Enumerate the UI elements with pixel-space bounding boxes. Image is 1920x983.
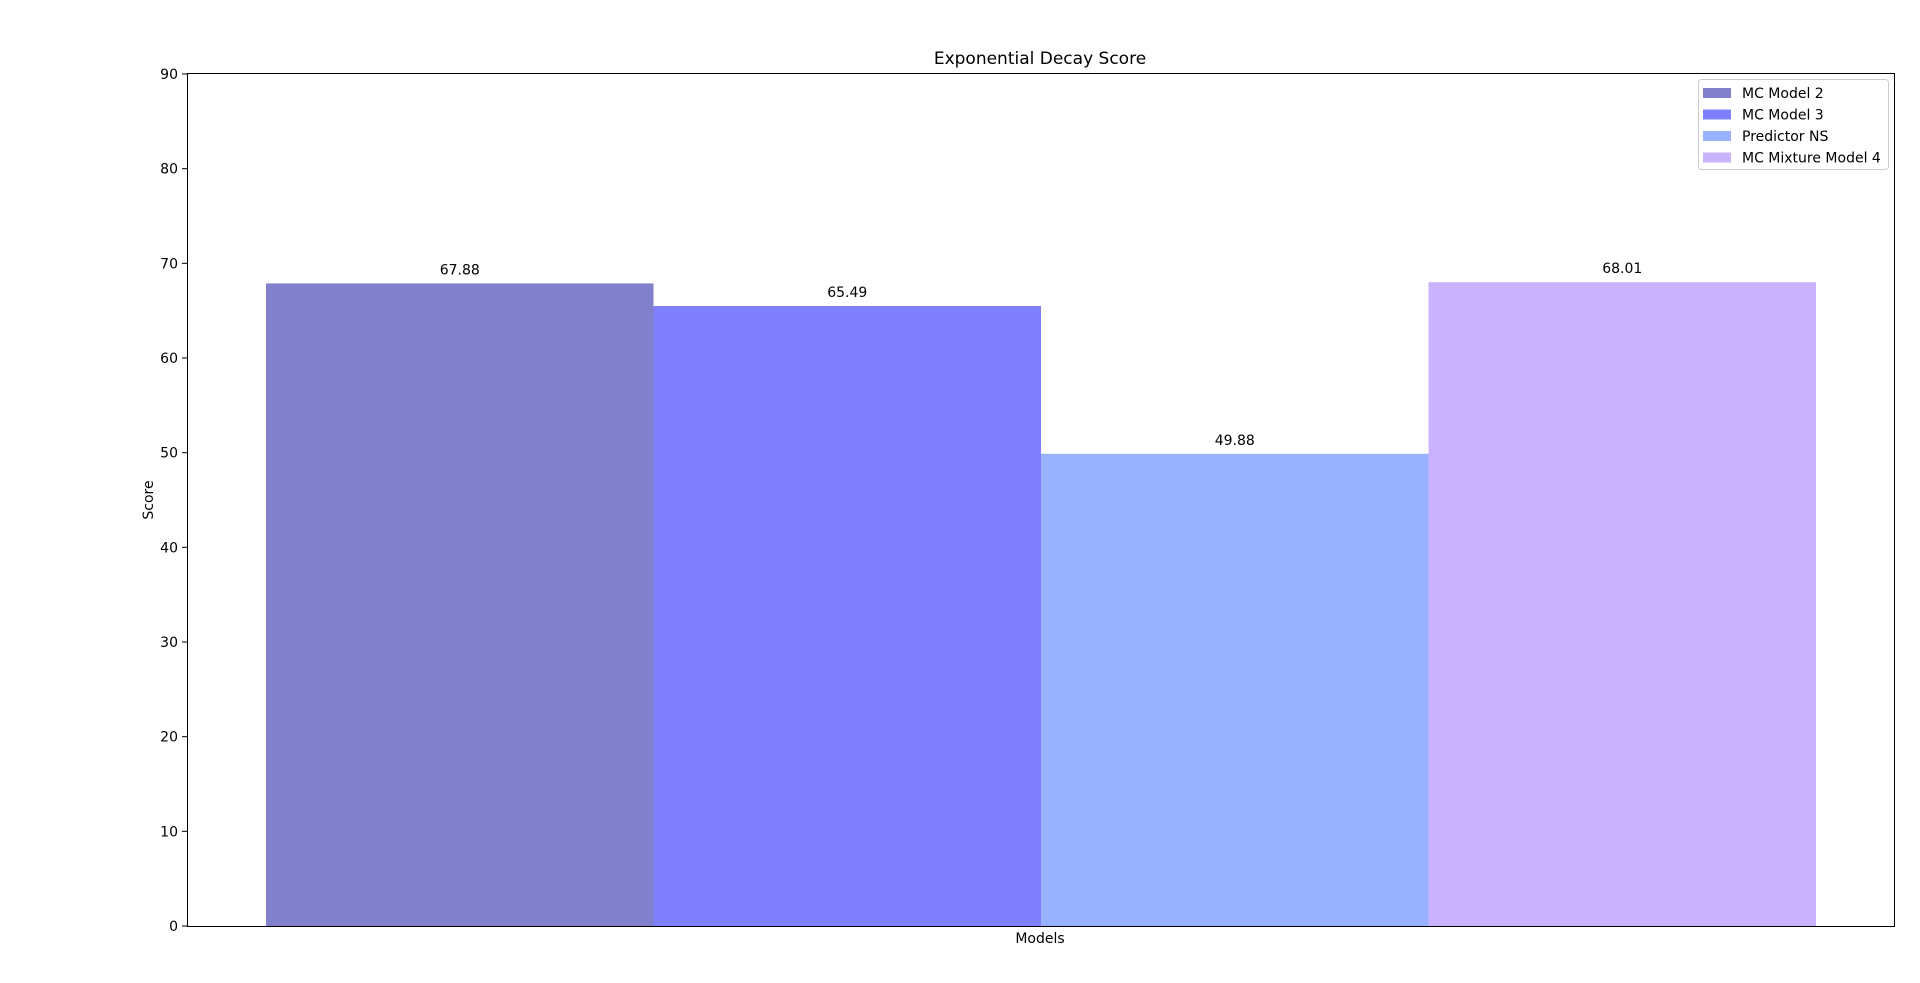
legend-swatch — [1703, 152, 1731, 163]
plot-frame — [187, 73, 1895, 927]
y-tick-label: 80 — [160, 162, 178, 178]
legend-swatch — [1703, 131, 1731, 141]
y-tick-label: 10 — [160, 824, 178, 840]
legend-entry-label: MC Mixture Model 4 — [1742, 151, 1881, 167]
y-tick-label: 20 — [160, 730, 178, 746]
bar-value-label: 67.88 — [440, 262, 480, 278]
bars-group — [266, 282, 1816, 926]
legend-entry-label: MC Model 3 — [1742, 108, 1824, 124]
y-tick-label: 60 — [160, 351, 178, 367]
y-tick-label: 40 — [160, 540, 178, 556]
legend-entry-label: MC Model 2 — [1742, 86, 1824, 102]
x-axis-label: Models — [1015, 931, 1064, 947]
bar — [653, 306, 1041, 926]
y-tick-label: 70 — [160, 256, 178, 272]
bar — [1428, 282, 1816, 926]
data-labels-group: 67.88 65.49 49.88 68.01 — [440, 261, 1643, 449]
legend-entry-label: Predictor NS — [1742, 129, 1828, 145]
bar-value-label: 65.49 — [827, 285, 867, 301]
legend-box — [1698, 79, 1889, 170]
legend: MC Model 2 MC Model 3 Predictor NS MC Mixtu… — [1698, 79, 1889, 170]
bar-value-label: 49.88 — [1215, 433, 1255, 449]
legend-swatch — [1703, 109, 1731, 120]
legend-swatch — [1703, 88, 1731, 98]
y-tick-label: 50 — [160, 446, 178, 462]
bar — [1041, 453, 1429, 926]
y-axis-ticks: 0 10 20 30 40 50 60 70 80 90 — [160, 67, 188, 935]
y-tick-label: 30 — [160, 635, 178, 651]
y-tick-label: 0 — [169, 919, 178, 935]
bar — [266, 283, 654, 926]
chart-title: Exponential Decay Score — [934, 49, 1146, 69]
bar-value-label: 68.01 — [1602, 261, 1642, 277]
y-axis-label: Score — [141, 480, 157, 519]
y-tick-label: 90 — [160, 67, 178, 83]
